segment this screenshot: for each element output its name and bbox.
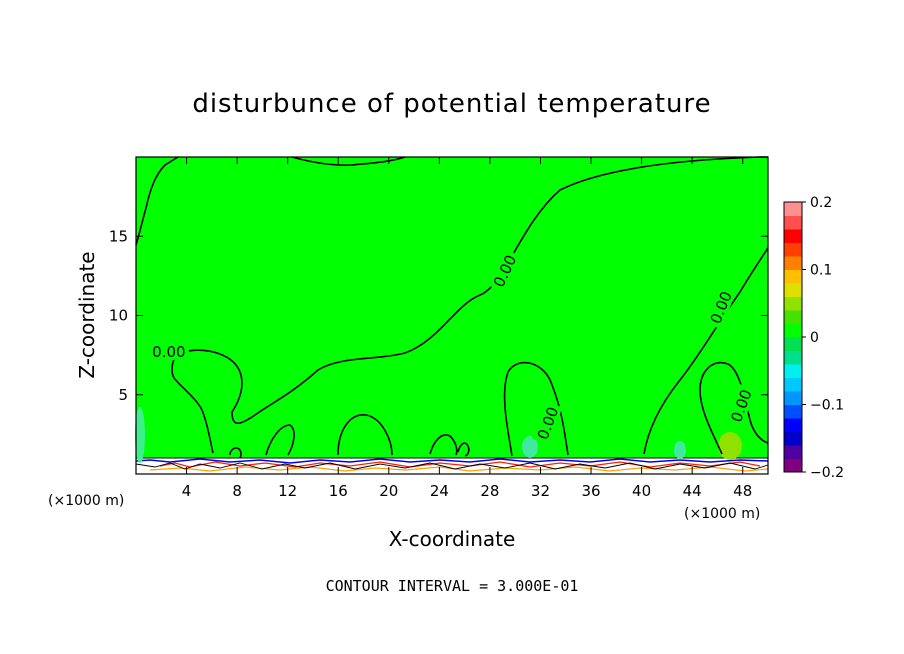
contour-label-bg <box>148 341 189 360</box>
contour-interval-label: CONTOUR INTERVAL = 3.000E-01 <box>326 577 579 595</box>
zero-contours <box>135 156 769 459</box>
colorbar-segment <box>784 229 802 243</box>
zero-contour-right-tower <box>643 247 769 455</box>
colorbar-tick-label: 0 <box>810 330 819 346</box>
colorbar-segment <box>784 364 802 378</box>
colorbar-segment <box>784 404 802 419</box>
contour-label: 0.00 <box>148 341 189 361</box>
x-tick-label: 40 <box>632 482 651 500</box>
colorbar-segment <box>784 377 802 392</box>
y-axis-label: Z-coordinate <box>75 251 99 378</box>
colorbar: 0.2 0.1 0 −0.1 −0.2 <box>783 195 844 481</box>
colorbar-segment <box>784 242 802 257</box>
colorbar-segment <box>784 323 802 338</box>
zero-contour-bump-a <box>265 424 295 456</box>
x-tick-label: 48 <box>733 482 752 500</box>
x-tick-label: 44 <box>683 482 702 500</box>
y-tick-label: 5 <box>118 386 128 404</box>
x-tick-label: 8 <box>232 482 242 500</box>
x-tick-label: 12 <box>278 482 297 500</box>
contour-label-bg <box>531 401 563 445</box>
x-axis: 4 8 12 16 20 24 28 32 36 40 44 48 <box>182 157 752 500</box>
colorbar-segment <box>784 391 802 405</box>
colorbar-segment <box>784 310 802 324</box>
x-units-right: (×1000 m) <box>684 506 760 522</box>
colorbar-segment <box>784 256 802 270</box>
zero-contour-bump-c <box>429 434 458 456</box>
zero-contour-right-bump <box>503 361 569 457</box>
x-tick-label: 24 <box>430 482 449 500</box>
zero-contour-bump-d <box>457 442 470 457</box>
y-tick-label: 10 <box>109 307 128 325</box>
colorbar-segment <box>784 350 802 365</box>
colorbar-segment <box>784 418 802 432</box>
colorbar-segment <box>784 269 802 284</box>
x-tick-label: 4 <box>182 482 192 500</box>
colorbar-tick-label: −0.1 <box>810 398 844 414</box>
cyan-blob-right <box>674 441 686 459</box>
colorbar-segment <box>784 283 802 297</box>
x-tick-label: 16 <box>329 482 348 500</box>
colorbar-segment <box>784 215 802 230</box>
zero-contour-top-left <box>135 156 179 246</box>
surface-band-black-contour <box>135 462 769 470</box>
zero-contour-bump-b <box>337 414 393 456</box>
zero-contour-top-center <box>291 156 406 166</box>
x-tick-label: 32 <box>531 482 550 500</box>
zero-contour-right-lobe <box>699 361 769 455</box>
zero-contour-small-bump <box>229 447 242 459</box>
chart-title: disturbunce of potential temperature <box>192 89 711 119</box>
surface-band-blue-contour <box>135 458 769 464</box>
colorbar-segment <box>784 458 802 473</box>
x-tick-label: 28 <box>480 482 499 500</box>
cyan-blob-mid <box>522 436 538 458</box>
colorbar-tick-label: 0.1 <box>810 263 832 279</box>
zero-contour-main <box>171 156 768 454</box>
x-tick-label: 36 <box>581 482 600 500</box>
contour-labels: 0.000.000.000.000.00 <box>148 248 756 445</box>
plot-background <box>136 157 768 474</box>
x-axis-label: X-coordinate <box>389 527 516 551</box>
cyan-blob-left <box>135 407 145 463</box>
plot-area: 0.000.000.000.000.00 <box>135 156 769 475</box>
surface-perturbation-band <box>135 457 769 474</box>
contour-label-bg <box>725 383 756 428</box>
x-units-left: (×1000 m) <box>48 493 124 509</box>
colorbar-segment <box>784 296 802 311</box>
y-tick-label: 15 <box>109 227 128 245</box>
contour-label-bg <box>487 248 521 293</box>
colorbar-segment <box>784 431 802 446</box>
colorbar-segment <box>784 337 802 351</box>
colorbar-segment <box>784 202 802 216</box>
colorbar-tick-label: −0.2 <box>810 465 844 481</box>
yellow-green-blob-right <box>718 432 742 460</box>
colorbar-segment <box>784 445 802 459</box>
x-tick-label: 20 <box>379 482 398 500</box>
contour-label-bg <box>704 285 737 330</box>
y-axis: 5 10 15 <box>109 227 768 404</box>
colorbar-tick-label: 0.2 <box>810 195 832 211</box>
contour-label-text: 0.00 <box>152 343 185 361</box>
